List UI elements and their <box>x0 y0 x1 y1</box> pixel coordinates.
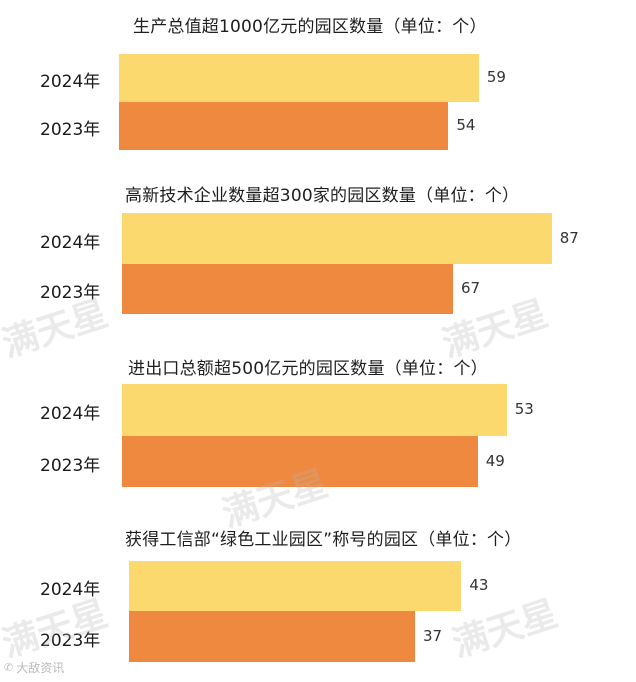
value-label: 43 <box>469 576 489 594</box>
category-label: 2023年 <box>40 630 101 651</box>
bar-y2024 <box>122 384 507 436</box>
value-label: 59 <box>486 68 506 86</box>
category-label: 2023年 <box>40 455 101 476</box>
bar-y2023 <box>129 611 415 662</box>
chart-title-2: 高新技术企业数量超300家的园区数量（单位：个） <box>125 186 520 206</box>
chart-title-1: 生产总值超1000亿元的园区数量（单位：个） <box>133 17 487 37</box>
bar-y2024 <box>119 54 479 102</box>
bar-y2024 <box>122 213 552 264</box>
bar-y2023 <box>122 264 453 314</box>
category-label: 2024年 <box>40 404 101 424</box>
value-label: 49 <box>485 451 505 470</box>
chart-title-3: 进出口总额超500亿元的园区数量（单位：个） <box>128 359 488 379</box>
category-label: 2024年 <box>40 580 101 600</box>
bar-y2023 <box>122 436 478 487</box>
category-label: 2024年 <box>40 232 101 253</box>
value-label: 67 <box>460 279 481 297</box>
phone-icon: ✆ <box>4 661 14 674</box>
value-label: 53 <box>514 400 534 418</box>
category-label: 2024年 <box>40 72 101 92</box>
value-label: 54 <box>456 116 476 134</box>
bar-y2024 <box>129 561 462 611</box>
chart-title-4: 获得工信部“绿色工业园区”称号的园区（单位：个） <box>125 530 522 550</box>
watermark-5: 满天星 <box>447 593 563 666</box>
value-label: 87 <box>559 228 579 247</box>
category-label: 2023年 <box>40 120 101 140</box>
value-label: 37 <box>423 626 443 645</box>
bar-y2023 <box>119 102 449 150</box>
source-text: 大敌资讯 <box>16 661 65 675</box>
source-credit: ✆ 大敌资讯 <box>4 659 64 676</box>
category-label: 2023年 <box>40 283 101 303</box>
